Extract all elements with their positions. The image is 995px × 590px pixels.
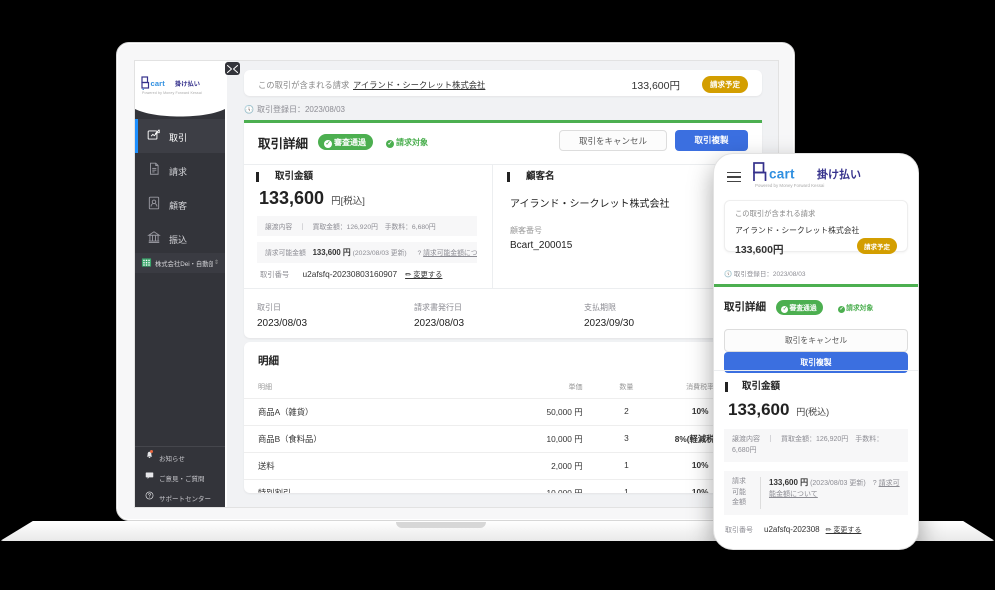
svg-text:cart: cart [769,167,795,182]
svg-text:掛け払い: 掛け払い [817,167,861,181]
svg-text:掛け払い: 掛け払い [175,79,200,88]
svg-text:cart: cart [151,79,166,88]
